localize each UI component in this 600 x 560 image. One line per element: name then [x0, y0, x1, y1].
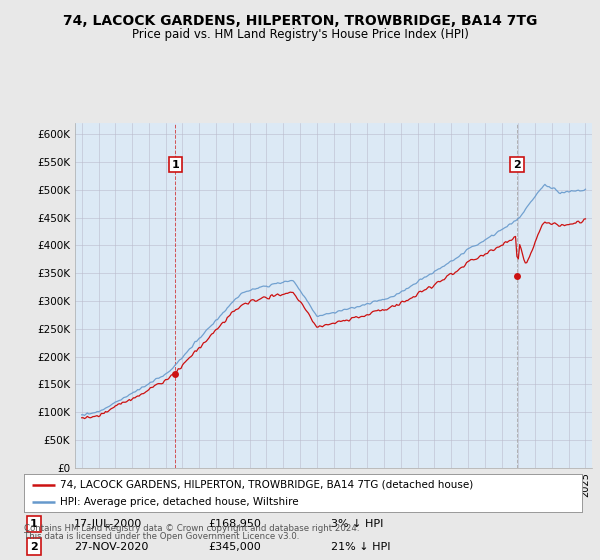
Text: 3% ↓ HPI: 3% ↓ HPI	[331, 519, 383, 529]
Text: HPI: Average price, detached house, Wiltshire: HPI: Average price, detached house, Wilt…	[60, 497, 299, 507]
Text: 17-JUL-2000: 17-JUL-2000	[74, 519, 142, 529]
Text: £345,000: £345,000	[208, 542, 261, 552]
Text: 2: 2	[30, 542, 38, 552]
Text: 74, LACOCK GARDENS, HILPERTON, TROWBRIDGE, BA14 7TG (detached house): 74, LACOCK GARDENS, HILPERTON, TROWBRIDG…	[60, 479, 473, 489]
Text: 1: 1	[30, 519, 38, 529]
Text: 1: 1	[172, 160, 179, 170]
Text: 2: 2	[513, 160, 521, 170]
Text: 74, LACOCK GARDENS, HILPERTON, TROWBRIDGE, BA14 7TG: 74, LACOCK GARDENS, HILPERTON, TROWBRIDG…	[63, 14, 537, 28]
Text: 21% ↓ HPI: 21% ↓ HPI	[331, 542, 391, 552]
Text: Price paid vs. HM Land Registry's House Price Index (HPI): Price paid vs. HM Land Registry's House …	[131, 28, 469, 41]
Text: 27-NOV-2020: 27-NOV-2020	[74, 542, 149, 552]
Text: Contains HM Land Registry data © Crown copyright and database right 2024.: Contains HM Land Registry data © Crown c…	[24, 524, 359, 533]
Text: This data is licensed under the Open Government Licence v3.0.: This data is licensed under the Open Gov…	[24, 532, 299, 541]
Text: £168,950: £168,950	[208, 519, 261, 529]
